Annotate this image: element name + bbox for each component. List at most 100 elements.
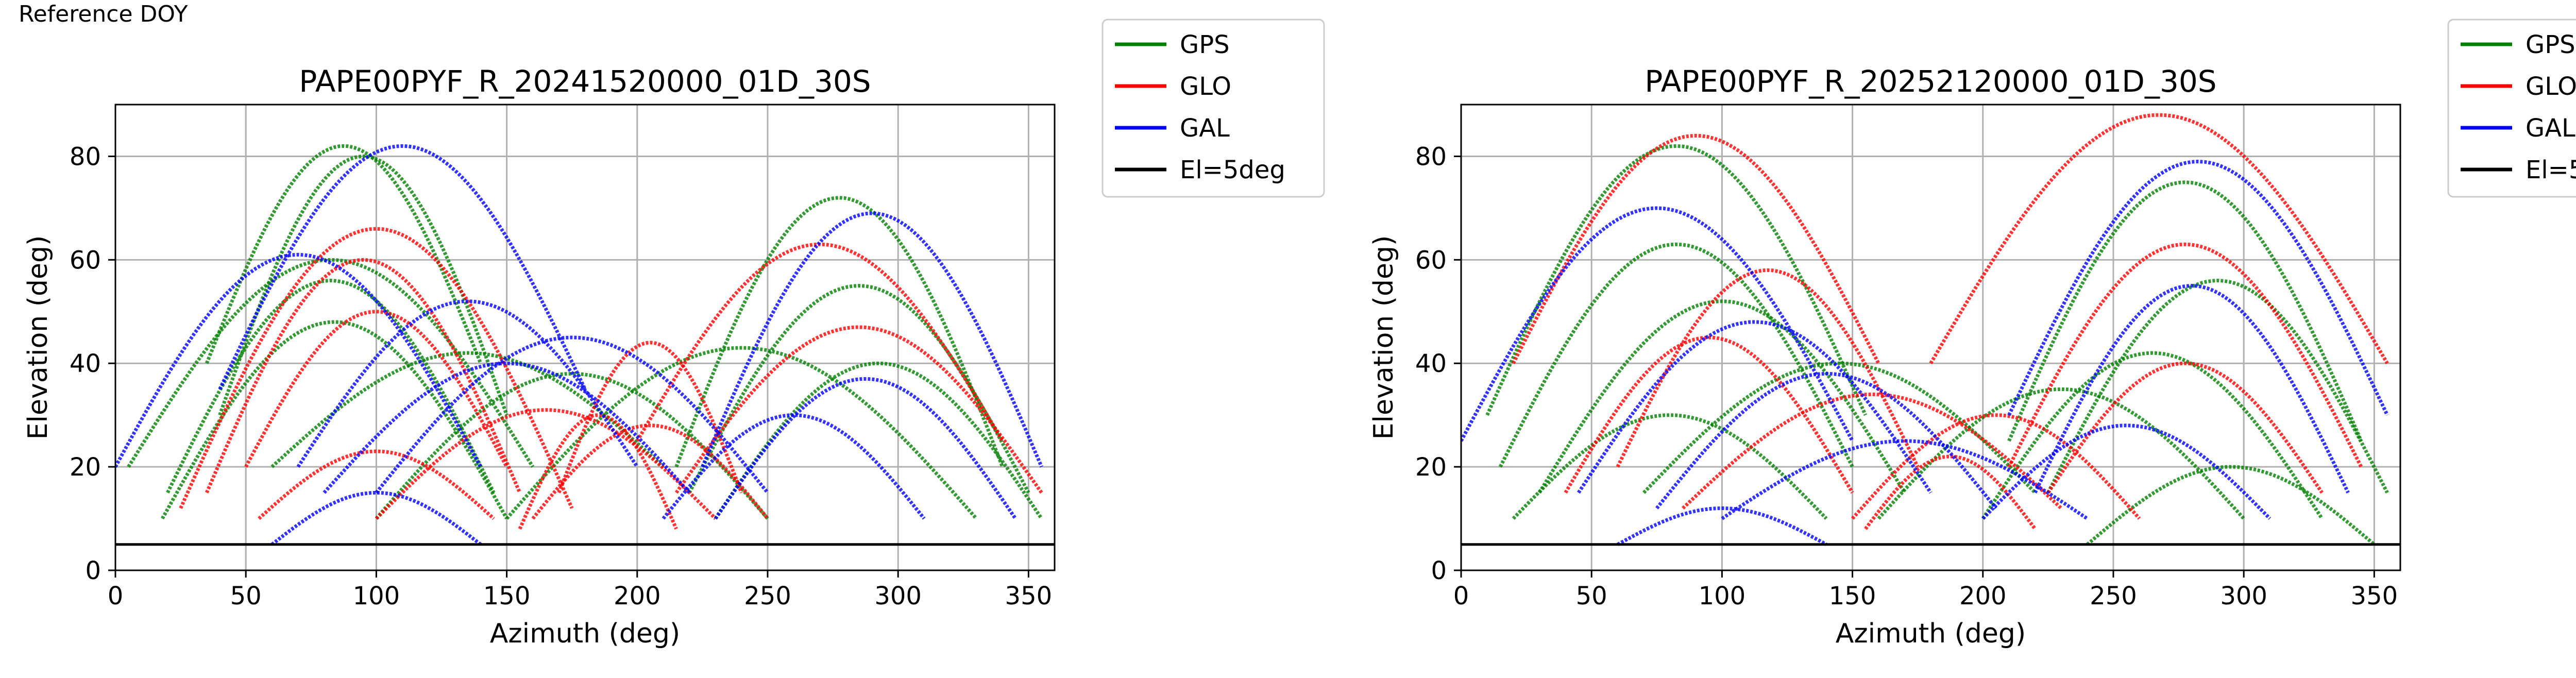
x-tick-label: 200 [1959, 582, 2007, 611]
chart-title: PAPE00PYF_R_20241520000_01D_30S [299, 64, 871, 99]
legend-box [1101, 19, 1325, 198]
satellite-track-gal [218, 144, 587, 390]
x-tick-label: 300 [874, 582, 922, 611]
satellite-track-gal [270, 490, 482, 546]
satellite-track-gps [375, 371, 769, 520]
x-tick-label: 250 [2090, 582, 2137, 611]
x-tick-label: 350 [1005, 582, 1053, 611]
satellite-track-glo [1864, 454, 2037, 530]
satellite-track-glo [2046, 361, 2324, 494]
satellite-track-gps [2007, 180, 2363, 442]
satellite-track-gps [687, 284, 1030, 494]
satellite-track-gps [2086, 465, 2376, 546]
y-tick-label: 0 [1431, 556, 1447, 585]
satellite-track-gps [1981, 351, 2324, 520]
legend-label: GAL [1180, 114, 1230, 143]
satellite-track-gal [714, 377, 1017, 520]
y-tick-label: 60 [1415, 246, 1447, 275]
y-axis-label: Elevation (deg) [1368, 235, 1399, 440]
satellite-track-glo [531, 423, 769, 520]
satellite-track-glo [179, 227, 574, 509]
x-axis-label: Azimuth (deg) [490, 618, 680, 649]
data-layer [1461, 113, 2389, 546]
satellite-track-glo [1851, 413, 2141, 520]
legend-label: GPS [1180, 30, 1230, 59]
satellite-track-glo [1929, 113, 2389, 364]
x-tick-label: 0 [1453, 582, 1469, 611]
satellite-track-gal [375, 335, 769, 494]
y-tick-label: 60 [70, 246, 101, 275]
x-tick-label: 100 [1699, 582, 1746, 611]
x-tick-label: 200 [614, 582, 661, 611]
chart-title: PAPE00PYF_R_20252120000_01D_30S [1645, 64, 2216, 99]
satellite-track-gps [1485, 144, 1868, 416]
satellite-track-glo [1616, 268, 1920, 468]
satellite-track-gps [2046, 278, 2389, 494]
satellite-track-glo [375, 408, 717, 520]
satellite-track-gps [218, 154, 509, 416]
x-tick-label: 0 [108, 582, 124, 611]
x-tick-label: 150 [1829, 582, 1876, 611]
y-tick-label: 80 [1415, 142, 1447, 171]
satellite-track-gal [701, 211, 1043, 468]
y-tick-label: 20 [70, 453, 101, 482]
satellite-track-gps [1537, 299, 1906, 494]
satellite-track-gal [1721, 439, 2089, 520]
satellite-track-gal [662, 413, 926, 520]
legend-label: GAL [2526, 114, 2575, 143]
satellite-track-gal [1981, 423, 2272, 520]
satellite-track-gal [2033, 284, 2350, 494]
x-tick-label: 300 [2220, 582, 2267, 611]
y-tick-label: 80 [70, 142, 101, 171]
axes-frame [1460, 104, 2401, 571]
satellite-track-glo [205, 258, 522, 494]
legend-label: GLO [2526, 72, 2576, 101]
satellite-track-glo [518, 413, 678, 530]
satellite-track-gps [674, 196, 1004, 468]
satellite-track-gal [296, 299, 639, 468]
satellite-track-gps [505, 346, 978, 520]
legend-box [2447, 19, 2576, 198]
satellite-track-gal [2007, 159, 2389, 416]
satellite-track-glo [1512, 133, 1880, 364]
satellite-track-gps [166, 278, 496, 494]
skyplot-panel-left: 0 50 100 150 200 250 300 350 0 20 40 60 80 PAPE00PYF_… [23, 19, 1325, 649]
satellite-track-gal [115, 252, 482, 468]
x-tick-label: 50 [1576, 582, 1607, 611]
x-tick-label: 350 [2351, 582, 2398, 611]
satellite-track-gal [1617, 506, 1827, 546]
y-tick-label: 40 [70, 349, 101, 378]
legend-label: GPS [2526, 30, 2575, 59]
legend-label: El=5deg [2526, 156, 2576, 184]
y-axis-label: Elevation (deg) [23, 235, 54, 440]
axes-frame [114, 104, 1056, 571]
skyplot-panel-right: 0 50 100 150 200 250 300 350 0 20 40 60 80 PAPE00PYF_… [1368, 19, 2576, 649]
figure-header: Reference DOY [19, 1, 188, 27]
y-tick-label: 0 [85, 556, 101, 585]
y-tick-label: 20 [1415, 453, 1447, 482]
satellite-track-gal [1655, 371, 1997, 510]
satellite-track-glo [557, 341, 743, 494]
satellite-track-gps [1877, 387, 2245, 520]
x-tick-label: 100 [353, 582, 400, 611]
satellite-track-glo [1681, 392, 2063, 510]
legend-label: El=5deg [1180, 156, 1285, 184]
data-layer [115, 144, 1043, 546]
satellite-track-gps [1498, 242, 1854, 468]
y-tick-label: 40 [1415, 349, 1447, 378]
legend-label: GLO [1180, 72, 1231, 101]
satellite-track-gps [205, 144, 483, 364]
satellite-track-glo [258, 449, 495, 520]
satellite-track-glo [2007, 242, 2363, 468]
satellite-track-gal [323, 361, 691, 494]
x-tick-label: 50 [230, 582, 262, 611]
x-tick-label: 250 [744, 582, 791, 611]
satellite-track-gps [127, 258, 535, 468]
x-axis-label: Azimuth (deg) [1836, 618, 2026, 649]
satellite-track-gal [1461, 206, 1854, 442]
satellite-track-glo [244, 310, 509, 468]
satellite-track-gal [1577, 320, 1933, 494]
satellite-track-gps [714, 361, 1043, 520]
satellite-track-glo [1564, 335, 1854, 494]
